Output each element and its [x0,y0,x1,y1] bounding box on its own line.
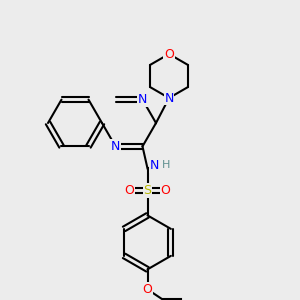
Text: O: O [142,283,152,296]
Text: O: O [164,47,174,61]
Text: N: N [164,92,174,104]
Text: N: N [111,140,120,153]
Text: S: S [143,184,152,197]
Text: O: O [160,184,170,197]
Text: N: N [150,159,159,172]
Text: H: H [161,160,170,170]
Text: N: N [138,93,147,106]
Text: O: O [124,184,134,197]
